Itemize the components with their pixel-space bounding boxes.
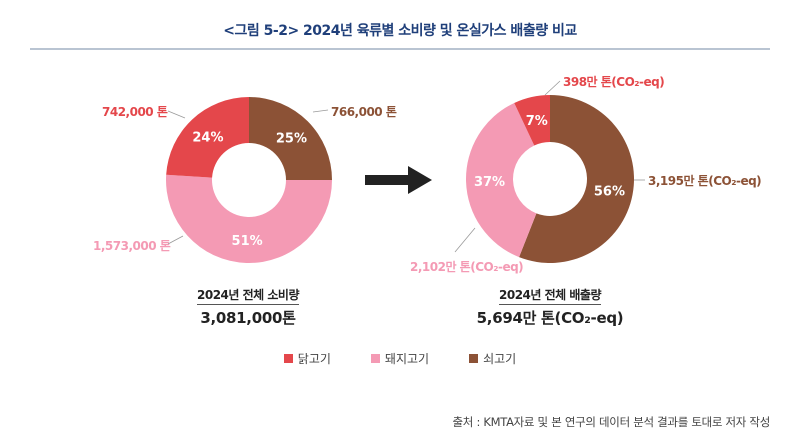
- arrow-icon: [365, 166, 432, 194]
- title-divider: [30, 48, 770, 50]
- leader-line: [454, 227, 476, 253]
- value-label-chicken-emission: 398만 톤(CO₂-eq): [563, 75, 665, 89]
- emission-caption: 2024년 전체 배출량 5,694만 톤(CO₂-eq): [450, 284, 650, 328]
- leader-line: [167, 235, 184, 245]
- percent-label-pork: 51%: [232, 234, 263, 249]
- slice-pork: [466, 102, 537, 258]
- percent-label-pork: 37%: [474, 175, 505, 190]
- slice-chicken: [166, 97, 249, 178]
- legend: 닭고기 돼지고기 쇠고기: [0, 350, 800, 367]
- emission-caption-title: 2024년 전체 배출량: [499, 286, 602, 305]
- source-note: 출처 : KMTA자료 및 본 연구의 데이터 분석 결과를 토대로 저자 작성: [452, 415, 771, 429]
- value-label-beef-emission: 3,195만 톤(CO₂-eq): [648, 174, 762, 188]
- consumption-total: 3,081,000톤: [200, 309, 296, 327]
- legend-label: 돼지고기: [384, 352, 430, 366]
- legend-swatch: [370, 354, 380, 363]
- legend-label: 닭고기: [297, 352, 331, 366]
- value-label-pork-consumption: 1,573,000 톤: [93, 239, 171, 253]
- figure-title: <그림 5-2> 2024년 육류별 소비량 및 온실가스 배출량 비교: [223, 23, 577, 39]
- legend-swatch: [283, 354, 293, 363]
- consumption-caption-title: 2024년 전체 소비량: [197, 286, 300, 305]
- consumption-caption: 2024년 전체 소비량 3,081,000톤: [148, 284, 348, 328]
- leader-line: [544, 80, 561, 96]
- legend-item-beef: 쇠고기: [469, 350, 516, 367]
- value-label-pork-emission: 2,102만 톤(CO₂-eq): [410, 260, 524, 274]
- value-label-beef-consumption: 766,000 톤: [331, 105, 397, 119]
- leader-line: [312, 109, 329, 113]
- percent-label-beef: 25%: [276, 132, 307, 147]
- percent-label-chicken: 7%: [526, 114, 548, 129]
- legend-swatch: [469, 354, 479, 363]
- value-label-chicken-consumption: 742,000 톤: [102, 105, 168, 119]
- percent-label-beef: 56%: [594, 184, 625, 199]
- slice-pork: [165, 174, 332, 264]
- percent-label-chicken: 24%: [192, 130, 223, 145]
- legend-item-chicken: 닭고기: [283, 350, 331, 367]
- slice-chicken: [514, 95, 550, 146]
- emission-total: 5,694만 톤(CO₂-eq): [476, 309, 624, 327]
- legend-item-pork: 돼지고기: [370, 350, 430, 367]
- slice-beef: [249, 97, 332, 180]
- leader-lines: [167, 80, 645, 253]
- slice-beef: [519, 95, 634, 263]
- legend-label: 쇠고기: [483, 352, 517, 366]
- leader-line: [167, 110, 186, 119]
